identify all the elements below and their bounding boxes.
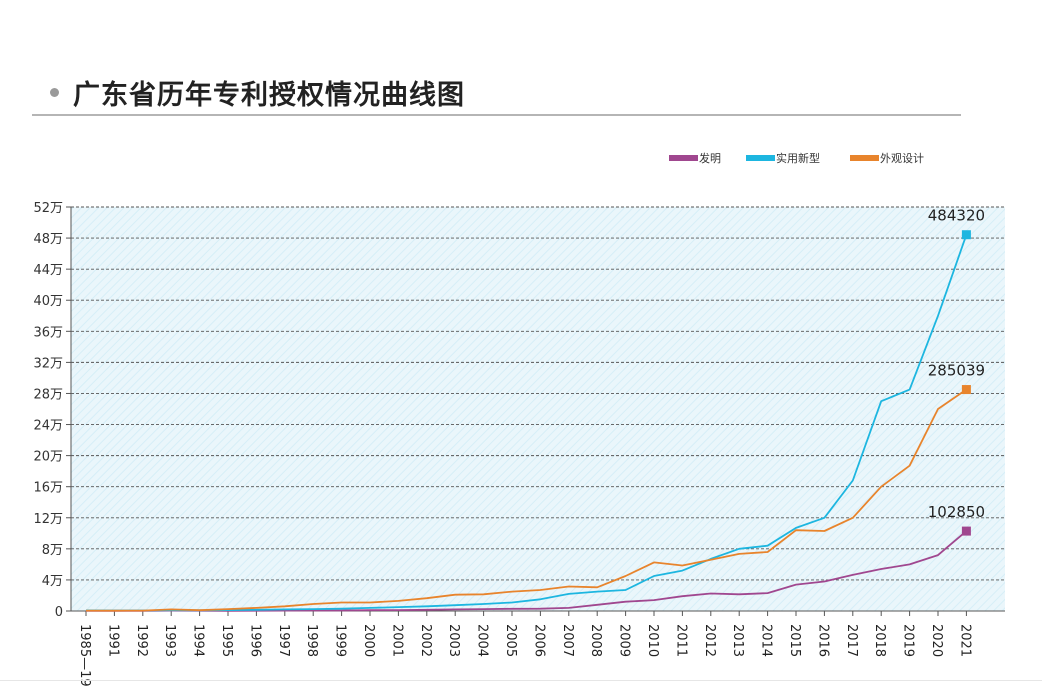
x-tick-label: 1993: [162, 624, 177, 657]
series-layer: 484320 285039 102850: [85, 207, 985, 612]
x-tick-label: 2004: [475, 624, 490, 657]
y-tick-label: 20万: [33, 450, 63, 465]
x-tick-label: 1994: [191, 624, 206, 657]
footer-divider: [0, 680, 1042, 681]
data-label: 285039: [928, 362, 985, 380]
page-title: 广东省历年专利授权情况曲线图: [73, 79, 465, 111]
bullet-icon: [50, 87, 59, 97]
legend-swatch-2: [850, 155, 879, 161]
series-end-marker: [961, 230, 971, 240]
x-tick-label: 1985—1990: [77, 624, 92, 686]
y-tick-label: 16万: [33, 481, 63, 496]
y-tick-label: 44万: [33, 263, 63, 278]
legend-label-2: 外观设计: [880, 152, 924, 165]
y-tick-label: 12万: [33, 512, 63, 527]
y-tick-label: 0: [55, 605, 63, 620]
x-tick-label: 2005: [503, 624, 518, 657]
x-tick-label: 2018: [872, 624, 887, 657]
legend-label-1: 实用新型: [776, 151, 820, 165]
legend-swatch-1: [746, 155, 775, 161]
data-label: 102850: [928, 503, 985, 521]
x-tick-label: 2003: [446, 624, 461, 657]
x-tick-label: 2010: [645, 624, 660, 657]
gridlines: [71, 206, 1005, 581]
x-tick-label: 1997: [276, 624, 291, 657]
series-line-2: [85, 388, 967, 612]
data-label: 484320: [928, 207, 985, 225]
y-tick-label: 4万: [42, 574, 63, 589]
y-tick-label: 28万: [33, 387, 63, 402]
x-tick-label: 2014: [759, 624, 774, 657]
x-tick-label: 1991: [105, 624, 120, 657]
x-tick-label: 1992: [134, 624, 149, 657]
x-tick-label: 2009: [617, 624, 632, 657]
legend-swatch-0: [669, 155, 698, 161]
series-end-marker: [961, 385, 971, 395]
legend-label-0: 发明: [699, 151, 721, 165]
y-tick-label: 32万: [33, 356, 63, 371]
y-tick-label: 8万: [42, 543, 63, 558]
x-tick-label: 1999: [333, 624, 348, 657]
x-tick-label: 2001: [389, 624, 404, 657]
legend: 发明 实用新型 外观设计: [669, 151, 924, 165]
y-tick-label: 36万: [33, 325, 63, 340]
x-tick-label: 2006: [531, 624, 546, 657]
x-tick-label: 2015: [787, 624, 802, 657]
series-end-marker: [961, 526, 971, 536]
y-tick-label: 48万: [33, 232, 63, 247]
x-tick-label: 2011: [673, 624, 688, 657]
x-tick-label: 2016: [815, 624, 830, 657]
x-tick-label: 2002: [418, 624, 433, 657]
x-tick-label: 2017: [844, 624, 859, 657]
x-tick-label: 1996: [247, 624, 262, 657]
y-tick-label: 52万: [33, 201, 63, 216]
x-tick-label: 2007: [560, 624, 575, 657]
title-divider: [32, 114, 961, 116]
plot-background: [71, 207, 1005, 611]
title-row: 广东省历年专利授权情况曲线图: [50, 72, 465, 112]
x-tick-label: 2008: [588, 624, 603, 657]
series-line-1: [85, 234, 968, 612]
x-tick-label: 2021: [957, 624, 972, 657]
y-tick-label: 40万: [33, 294, 63, 309]
y-tick-label: 24万: [33, 419, 63, 434]
x-tick-label: 2020: [929, 624, 944, 657]
x-tick-label: 2019: [901, 624, 916, 657]
x-tick-label: 2000: [361, 624, 376, 657]
x-tick-label: 1998: [304, 624, 319, 657]
plot-area: [71, 207, 1005, 611]
x-tick-label: 1995: [219, 624, 234, 657]
x-tick-label: 2012: [702, 624, 717, 657]
x-tick-label: 2013: [730, 624, 745, 657]
